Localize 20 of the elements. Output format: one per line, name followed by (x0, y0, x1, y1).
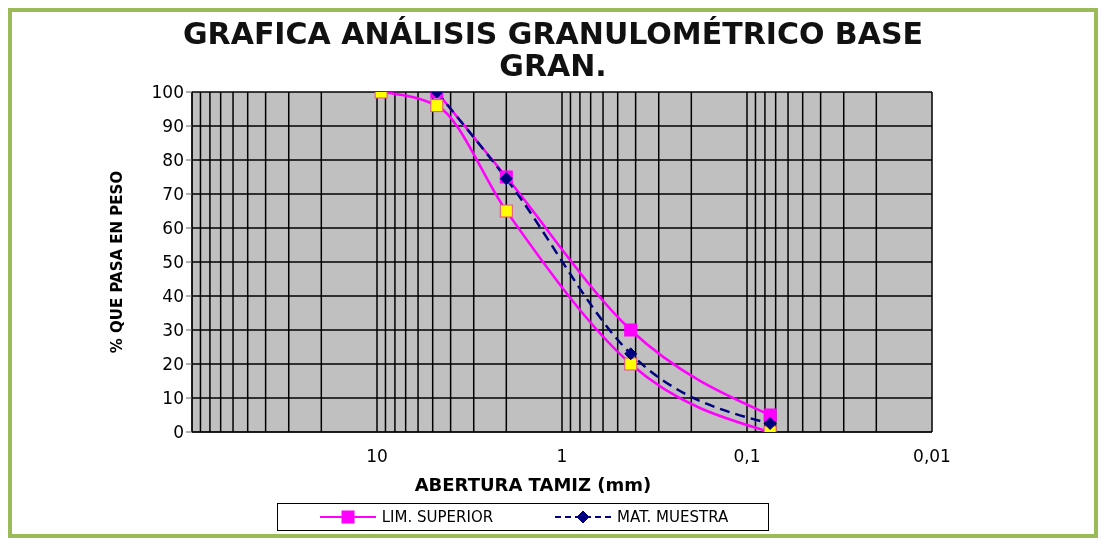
y-tick-label: 80 (162, 150, 184, 171)
legend-label: LIM. SUPERIOR (381, 508, 494, 526)
x-tick-label: 1 (556, 446, 568, 467)
y-tick-label: 50 (162, 252, 184, 273)
y-tick-label: 100 (151, 82, 184, 103)
y-axis-title: % QUE PASA EN PESO (108, 170, 127, 354)
x-tick-label: 10 (366, 446, 388, 467)
x-tick-label: 0,01 (913, 446, 951, 467)
y-tick-label: 20 (162, 354, 184, 375)
y-tick-label: 70 (162, 184, 184, 205)
legend-label: MAT. MUESTRA (617, 508, 729, 526)
y-tick-label: 40 (162, 286, 184, 307)
y-tick-label: 90 (162, 116, 184, 137)
x-axis-title: ABERTURA TAMIZ (mm) (413, 474, 653, 495)
y-tick-label: 10 (162, 388, 184, 409)
y-tick-label: 30 (162, 320, 184, 341)
y-tick-label: 60 (162, 218, 184, 239)
y-tick-label: 0 (173, 422, 184, 443)
chart-title: GRAFICA ANÁLISIS GRANULOMÉTRICO BASE GRAN. (181, 16, 925, 83)
x-tick-label: 0,1 (733, 446, 761, 467)
